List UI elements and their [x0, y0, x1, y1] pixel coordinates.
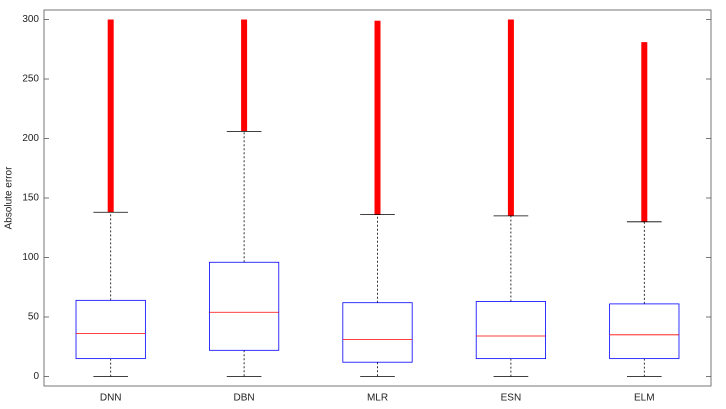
y-axis-label: Absolute error: [4, 166, 15, 229]
box: [342, 302, 413, 363]
box: [609, 303, 680, 360]
outliers: [641, 42, 648, 222]
y-tick-label: 100: [22, 252, 39, 263]
box: [75, 299, 146, 360]
box: [209, 261, 280, 351]
x-tick-label: DNN: [100, 393, 122, 404]
y-tick-label: 0: [33, 371, 39, 382]
y-tick-label: 250: [22, 74, 39, 85]
y-tick-label: 150: [22, 193, 39, 204]
outliers: [374, 20, 381, 215]
box: [475, 301, 546, 360]
x-tick-label: MLR: [367, 393, 388, 404]
outliers: [107, 19, 114, 213]
outliers: [241, 19, 248, 132]
x-tick-label: ELM: [634, 393, 655, 404]
outliers: [507, 19, 514, 216]
x-tick-label: ESN: [501, 393, 522, 404]
x-tick-label: DBN: [234, 393, 255, 404]
y-tick-label: 200: [22, 133, 39, 144]
y-tick-label: 300: [22, 14, 39, 25]
y-tick-label: 50: [28, 312, 40, 323]
